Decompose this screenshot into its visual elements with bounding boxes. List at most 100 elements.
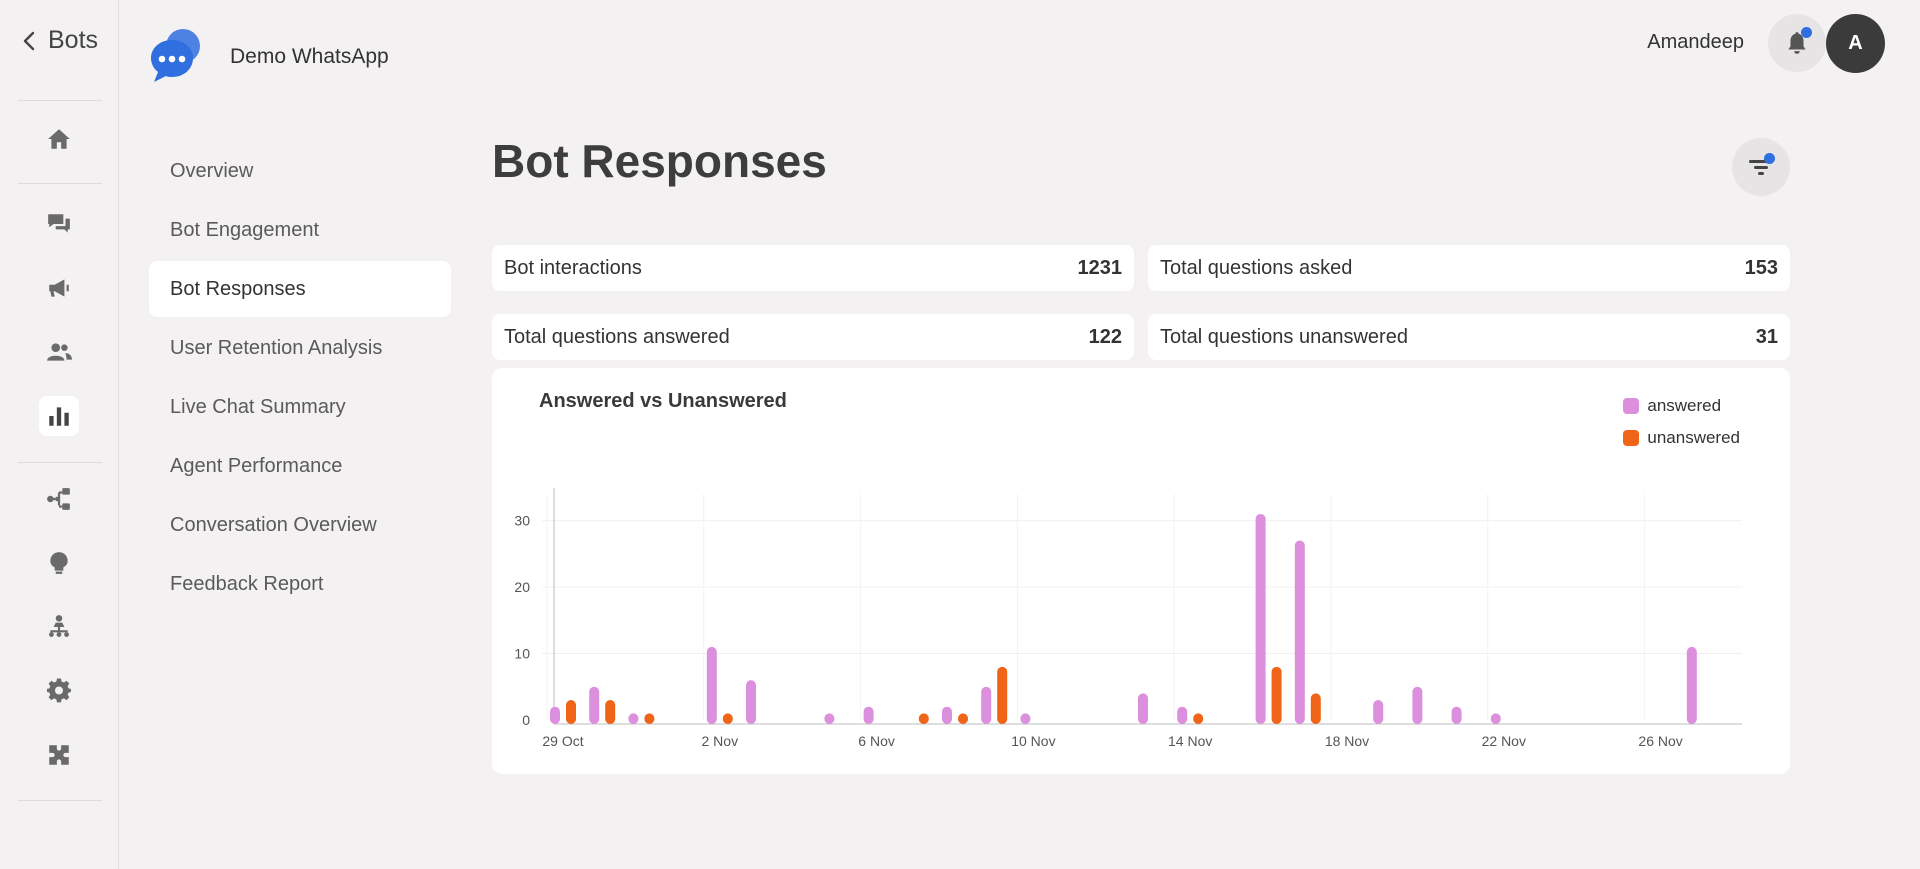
submenu-item-bot-responses[interactable]: Bot Responses [149, 261, 451, 317]
submenu-item-feedback-report[interactable]: Feedback Report [170, 572, 324, 595]
user-name: Amandeep [1647, 31, 1744, 53]
filter-active-dot [1764, 153, 1775, 164]
filter-button[interactable] [1732, 138, 1790, 196]
rail-divider [18, 183, 102, 184]
flow-icon[interactable] [39, 479, 79, 519]
y-tick-label: 10 [514, 646, 530, 662]
answered-vs-unanswered-chart: 0 10 20 30 29 Oct 2 Nov 6 Nov 10 Nov 14 Nov 18 No… [492, 368, 1790, 774]
back-label: Bots [48, 26, 99, 54]
bar-answered-5-nov[interactable] [824, 713, 835, 724]
notifications-button[interactable] [1768, 14, 1826, 72]
bar-answered-29-oct[interactable] [550, 706, 560, 724]
x-tick-label: 2 Nov [702, 733, 739, 749]
bar-answered-22-nov[interactable] [1490, 713, 1501, 724]
bar-unanswered-7-nov[interactable] [918, 713, 929, 724]
x-tick-label: 14 Nov [1168, 733, 1212, 749]
puzzle-icon[interactable] [39, 735, 79, 775]
bar-unanswered-31-oct[interactable] [644, 713, 655, 724]
bar-answered-14-nov[interactable] [1177, 706, 1188, 724]
bar-unanswered-30-oct[interactable] [605, 700, 616, 724]
bar-answered-16-nov[interactable] [1255, 513, 1266, 724]
chevron-left-icon [23, 31, 35, 50]
megaphone-icon[interactable] [39, 268, 79, 308]
rail-divider [18, 100, 102, 101]
gear-icon[interactable] [39, 671, 79, 711]
submenu-item-live-chat-summary[interactable]: Live Chat Summary [170, 395, 346, 418]
back-to-bots-link[interactable]: Bots [22, 26, 98, 55]
bar-answered-6-nov[interactable] [863, 706, 874, 724]
hierarchy-icon[interactable] [39, 607, 79, 647]
y-tick-label: 30 [514, 513, 530, 529]
stat-value: 31 [1755, 325, 1778, 348]
submenu-item-overview[interactable]: Overview [170, 159, 254, 182]
bar-unanswered-14-nov[interactable] [1193, 713, 1204, 724]
bar-unanswered-2-nov[interactable] [722, 713, 733, 724]
submenu-item-agent-performance[interactable]: Agent Performance [170, 454, 343, 477]
x-tick-label: 26 Nov [1638, 733, 1682, 749]
bar-answered-27-nov[interactable] [1686, 646, 1697, 724]
users-icon[interactable] [39, 332, 79, 372]
stat-label: Bot interactions [504, 256, 642, 279]
stat-label: Total questions asked [1160, 256, 1353, 279]
chart-canvas: 0 10 20 30 29 Oct 2 Nov 6 Nov 10 Nov 14 Nov 18 No… [514, 488, 1742, 749]
x-tick-label: 6 Nov [858, 733, 895, 749]
bulb-icon[interactable] [39, 543, 79, 583]
avatar[interactable]: A [1826, 14, 1885, 73]
rail-divider [18, 462, 102, 463]
home-icon[interactable] [39, 119, 79, 159]
stat-label: Total questions answered [504, 325, 730, 348]
bar-unanswered-8-nov[interactable] [958, 713, 968, 724]
page-title: Bot Responses [492, 135, 827, 187]
bar-unanswered-9-nov[interactable] [997, 666, 1008, 724]
bar-chart-icon[interactable] [39, 396, 79, 436]
x-tick-label: 10 Nov [1011, 733, 1055, 749]
legend-label: unanswered [1647, 428, 1740, 447]
legend-item-answered[interactable]: answered [1623, 396, 1740, 416]
bar-answered-8-nov[interactable] [942, 706, 952, 724]
legend-swatch [1623, 430, 1640, 446]
x-tick-label: 22 Nov [1482, 733, 1526, 749]
chat-bubble-logo-icon [148, 26, 210, 88]
bar-answered-10-nov[interactable] [1020, 713, 1031, 724]
submenu-item-user-retention-analysis[interactable]: User Retention Analysis [170, 336, 383, 359]
bar-answered-17-nov[interactable] [1294, 540, 1305, 724]
bar-answered-31-oct[interactable] [628, 713, 639, 724]
bar-unanswered-16-nov[interactable] [1271, 666, 1282, 724]
stat-value: 1231 [1077, 256, 1123, 279]
x-tick-label: 29 Oct [542, 733, 583, 749]
y-tick-label: 0 [522, 712, 530, 728]
x-tick-label: 18 Nov [1325, 733, 1369, 749]
submenu-item-conversation-overview[interactable]: Conversation Overview [170, 513, 377, 536]
stat-value: 153 [1744, 256, 1778, 279]
bar-answered-2-nov[interactable] [706, 646, 717, 724]
bar-answered-3-nov[interactable] [746, 680, 756, 724]
bot-name: Demo WhatsApp [230, 45, 389, 68]
reports-submenu: Overview Bot Engagement Bot Responses User … [149, 143, 451, 615]
stat-value: 122 [1088, 325, 1122, 348]
chart-legend: answered unanswered [1623, 396, 1740, 460]
legend-swatch [1623, 398, 1640, 414]
stat-total-questions-answered: Total questions answered 122 [492, 314, 1134, 360]
bell-icon [1788, 32, 1806, 54]
bar-unanswered-17-nov[interactable] [1310, 693, 1321, 724]
stat-total-questions-unanswered: Total questions unanswered 31 [1148, 314, 1790, 360]
bar-answered-20-nov[interactable] [1412, 686, 1423, 724]
chart-title: Answered vs Unanswered [539, 390, 787, 412]
left-rail: Bots [0, 0, 119, 869]
chat-icon[interactable] [39, 204, 79, 244]
bar-answered-9-nov[interactable] [981, 686, 992, 724]
bar-answered-13-nov[interactable] [1138, 693, 1148, 724]
rail-divider [18, 800, 102, 801]
bar-unanswered-29-oct[interactable] [566, 700, 576, 724]
stat-bot-interactions: Bot interactions 1231 [492, 245, 1134, 291]
legend-item-unanswered[interactable]: unanswered [1623, 428, 1740, 448]
stat-label: Total questions unanswered [1160, 325, 1408, 348]
submenu-item-bot-engagement[interactable]: Bot Engagement [170, 218, 319, 241]
legend-label: answered [1647, 396, 1722, 415]
bar-answered-21-nov[interactable] [1451, 706, 1462, 724]
bar-answered-19-nov[interactable] [1373, 700, 1384, 724]
y-tick-label: 20 [514, 579, 530, 595]
stat-total-questions-asked: Total questions asked 153 [1148, 245, 1790, 291]
brand: Demo WhatsApp [148, 26, 389, 88]
bar-answered-30-oct[interactable] [589, 686, 600, 724]
